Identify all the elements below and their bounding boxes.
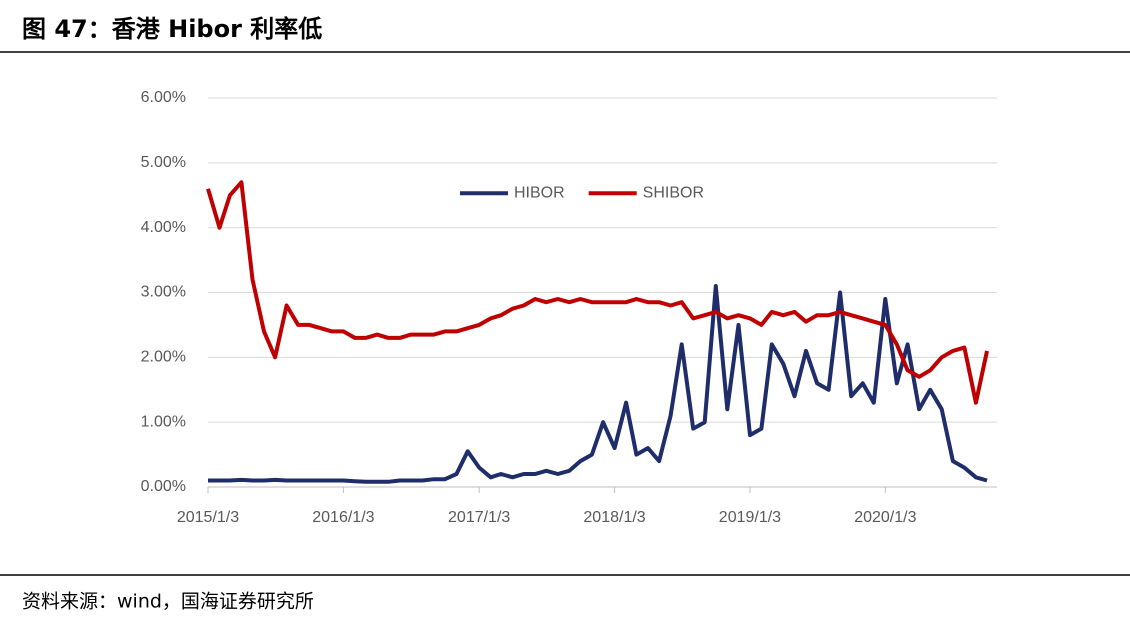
legend-label: HIBOR <box>514 185 565 202</box>
y-tick-label: 3.00% <box>141 284 186 301</box>
y-tick-label: 1.00% <box>141 413 186 430</box>
x-tick-label: 2017/1/3 <box>448 509 510 526</box>
title: 图 47：香港 Hibor 利率低 <box>22 15 322 43</box>
y-tick-label: 0.00% <box>141 478 186 495</box>
x-tick-label: 2020/1/3 <box>854 509 916 526</box>
source: 资料来源：wind，国海证券研究所 <box>22 591 314 613</box>
x-tick-label: 2018/1/3 <box>583 509 645 526</box>
x-tick-label: 2019/1/3 <box>719 509 781 526</box>
y-tick-label: 6.00% <box>141 89 186 106</box>
x-tick-label: 2016/1/3 <box>312 509 374 526</box>
y-tick-label: 4.00% <box>141 219 186 236</box>
legend-label: SHIBOR <box>643 185 704 202</box>
y-tick-label: 2.00% <box>141 349 186 366</box>
series-line <box>208 284 988 484</box>
x-tick-label: 2015/1/3 <box>177 509 239 526</box>
series-line <box>206 180 989 405</box>
y-tick-label: 5.00% <box>141 154 186 171</box>
